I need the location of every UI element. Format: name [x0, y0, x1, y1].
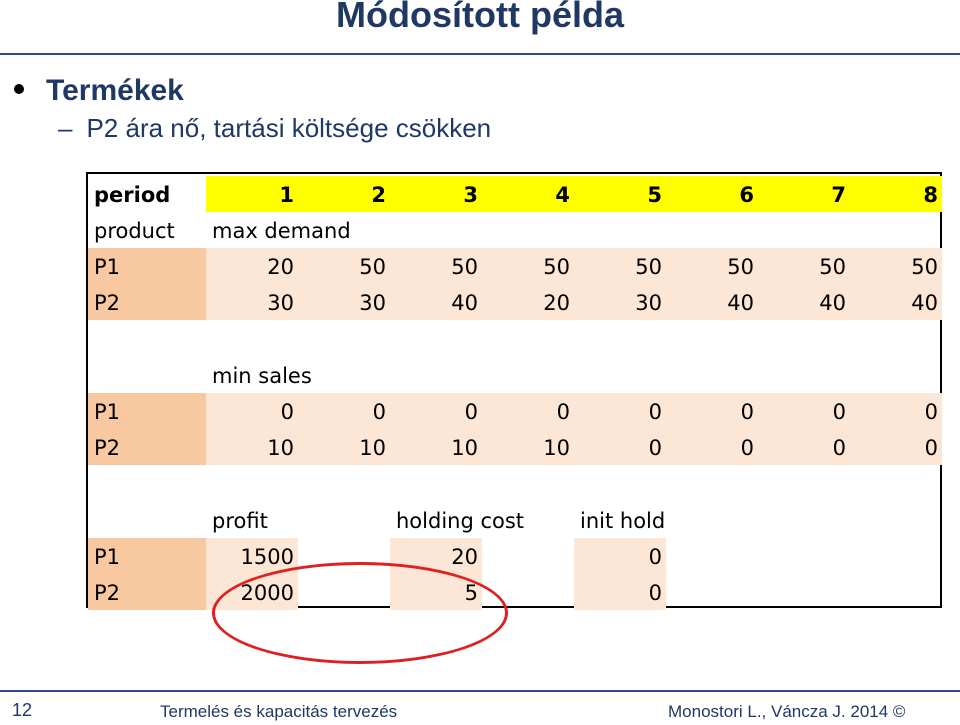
sub-bullet-text: P2 ára nő, tartási költsége csökken — [86, 113, 492, 143]
max-demand-cell: 40 — [727, 291, 754, 315]
row-label-p2: P2 — [94, 291, 121, 315]
row-bg — [206, 248, 942, 284]
max-demand-cell: 30 — [635, 291, 662, 315]
bullet-item: Termékek — [14, 74, 184, 108]
row-bg — [206, 429, 942, 465]
period-cell: 6 — [739, 183, 754, 207]
footer-course: Termelés és kapacitás tervezés — [160, 702, 398, 721]
min-sales-cell: 0 — [372, 400, 386, 424]
page-number: 12 — [12, 700, 33, 720]
row-bg — [206, 393, 942, 429]
spreadsheet-table: period 1 2 3 4 5 6 7 8 product max deman… — [86, 172, 942, 610]
max-demand-label: max demand — [212, 219, 351, 243]
min-sales-cell: 0 — [832, 400, 846, 424]
max-demand-cell: 40 — [819, 291, 846, 315]
profit-cell: 1500 — [206, 538, 298, 574]
min-sales-cell: 0 — [924, 400, 938, 424]
period-cell: 3 — [463, 183, 478, 207]
period-cell: 7 — [831, 183, 846, 207]
product-label: product — [94, 219, 175, 243]
row-label-p1: P1 — [94, 545, 121, 569]
footer-authors: Monostori L., Váncza J. 2014 © — [668, 702, 906, 721]
max-demand-cell: 20 — [267, 255, 294, 279]
slide-title: Módosított példa — [336, 0, 624, 35]
dash-mark: – — [58, 113, 73, 143]
row-label-p2: P2 — [94, 436, 121, 460]
max-demand-cell: 30 — [359, 291, 386, 315]
bullet-dot-icon — [14, 84, 24, 95]
row-label-bg — [88, 429, 206, 465]
row-label-p2: P2 — [94, 581, 121, 605]
min-sales-cell: 10 — [543, 436, 570, 460]
period-label: period — [94, 183, 171, 207]
min-sales-cell: 0 — [740, 400, 754, 424]
max-demand-cell: 50 — [635, 255, 662, 279]
row-label-p1: P1 — [94, 400, 121, 424]
period-cell: 8 — [923, 183, 938, 207]
min-sales-cell: 0 — [924, 436, 938, 460]
period-cell: 4 — [555, 183, 570, 207]
min-sales-cell: 0 — [832, 436, 846, 460]
period-header-bg — [206, 176, 942, 212]
row-label-p1: P1 — [94, 255, 121, 279]
period-cell: 1 — [279, 183, 294, 207]
max-demand-cell: 40 — [911, 291, 938, 315]
min-sales-cell: 0 — [556, 400, 570, 424]
row-label-bg — [88, 538, 206, 574]
init-hold-label: init hold — [580, 509, 666, 533]
min-sales-cell: 0 — [648, 400, 662, 424]
max-demand-cell: 50 — [727, 255, 754, 279]
footer-divider — [0, 690, 960, 692]
row-label-bg — [88, 574, 206, 610]
max-demand-cell: 20 — [543, 291, 570, 315]
min-sales-cell: 10 — [267, 436, 294, 460]
max-demand-cell: 50 — [451, 255, 478, 279]
row-label-bg — [88, 248, 206, 284]
min-sales-cell: 0 — [740, 436, 754, 460]
period-cell: 2 — [371, 183, 386, 207]
max-demand-cell: 50 — [543, 255, 570, 279]
title-divider — [0, 53, 960, 55]
row-label-bg — [88, 393, 206, 429]
max-demand-cell: 50 — [819, 255, 846, 279]
period-cell: 5 — [647, 183, 662, 207]
max-demand-cell: 50 — [359, 255, 386, 279]
min-sales-cell: 0 — [648, 436, 662, 460]
bullet-text: Termékek — [46, 74, 184, 107]
max-demand-cell: 40 — [451, 291, 478, 315]
highlight-circle — [212, 562, 508, 664]
init-hold-cell: 0 — [574, 538, 666, 574]
row-label-bg — [88, 284, 206, 320]
min-sales-label: min sales — [212, 364, 312, 388]
max-demand-cell: 30 — [267, 291, 294, 315]
init-hold-cell: 0 — [574, 574, 666, 610]
max-demand-cell: 50 — [911, 255, 938, 279]
row-bg — [206, 284, 942, 320]
min-sales-cell: 10 — [359, 436, 386, 460]
min-sales-cell: 10 — [451, 436, 478, 460]
min-sales-cell: 0 — [280, 400, 294, 424]
profit-label: profit — [212, 509, 268, 533]
sub-bullet: – P2 ára nő, tartási költsége csökken — [58, 113, 491, 144]
min-sales-cell: 0 — [464, 400, 478, 424]
holding-cost-label: holding cost — [396, 509, 525, 533]
